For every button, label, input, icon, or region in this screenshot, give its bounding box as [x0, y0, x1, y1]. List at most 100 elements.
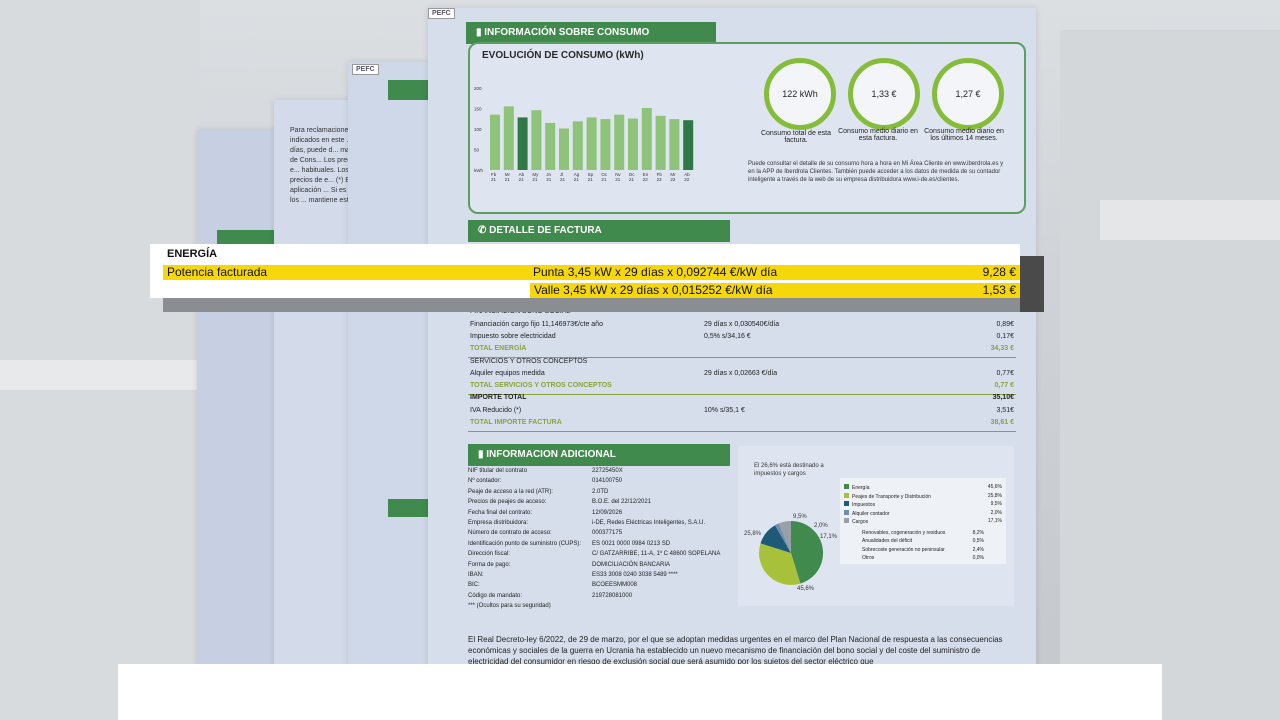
- footer-paragraph: El Real Decreto-ley 6/2022, de 29 de mar…: [468, 635, 1003, 666]
- consumption-chart: 20015010050kWhFb21Mr21Ab21My21Jn21Jl21Ag…: [474, 86, 694, 182]
- info-value: 219728081000: [592, 592, 633, 599]
- detail-row-amount: 3,51€: [996, 406, 1014, 414]
- detail-row: Alquiler equipos medida 29 días x 0,02663…: [468, 370, 1016, 382]
- legend-pct: 45,6%: [987, 484, 1002, 490]
- legend-row: Peajes de Transporte y Distribución 25,8%: [844, 492, 1002, 500]
- x-tick-label: My: [532, 172, 539, 177]
- detail-row-amount: 34,33 €: [990, 345, 1014, 353]
- x-tick-label: 21: [588, 177, 594, 182]
- info-key: Fecha final del contrato:: [468, 509, 533, 516]
- circle-14m-caption: Consumo medio diario en los últimos 14 m…: [924, 128, 1004, 142]
- circle-daily-value: 1,33 €: [871, 89, 897, 99]
- x-tick-label: 21: [560, 177, 566, 182]
- sheet3-info-header: [388, 499, 438, 517]
- legend-sub-name: Anualidades del déficit: [862, 538, 913, 545]
- pie-slice-cargos: [778, 521, 791, 553]
- x-tick-label: Ab: [519, 172, 525, 177]
- info-key: Empresa distribuidora:: [468, 520, 529, 526]
- bar: [503, 106, 514, 170]
- overlay-row1-amount: 9,28 €: [982, 265, 1016, 279]
- info-key: Nº contador:: [468, 478, 502, 485]
- x-tick-label: Sp: [588, 172, 594, 177]
- circle-total-value: 122 kWh: [782, 89, 818, 99]
- legend-sub-row: Sobrecoste generación no peninsular 2,4%: [862, 547, 984, 553]
- detail-row-detail: 29 días x 0,030540€/día: [704, 320, 780, 328]
- detail-row-detail: 10% s/35,1 €: [704, 406, 745, 414]
- consumo-header: ▮ INFORMACIÓN SOBRE CONSUMO: [466, 22, 716, 44]
- info-value: 12/09/2026: [592, 509, 623, 516]
- overlay-section-title: ENERGÍA: [167, 248, 218, 260]
- bg-desk: [0, 360, 200, 390]
- pie-label-energia: 45,6%: [797, 586, 815, 592]
- bar: [545, 122, 556, 170]
- sheet3-header: [388, 80, 438, 100]
- info-row: Fecha final del contrato: 12/09/2026: [468, 509, 622, 516]
- info-row: Código de mandato: 219728081000: [468, 593, 632, 599]
- x-tick-label: Mr: [670, 172, 676, 177]
- detail-row-label: IMPORTE TOTAL: [470, 394, 527, 402]
- info-key: *** (Ocultos para su seguridad): [468, 603, 551, 610]
- detail-row-detail: 29 días x 0,02663 €/día: [704, 369, 778, 377]
- detail-row-amount: 0,77 €: [994, 382, 1014, 390]
- legend-sub-row: Otros 0,0%: [862, 555, 984, 561]
- legend-row: Impuestos 9,5%: [844, 501, 1002, 508]
- info-value: DOMICILIACIÓN BANCARIA: [592, 561, 671, 568]
- pefc-logo: PEFC: [428, 8, 455, 19]
- legend-swatch: [844, 484, 849, 489]
- info-key: NIF titular del contrato: [468, 468, 528, 474]
- bar: [572, 121, 583, 170]
- bar: [600, 119, 611, 170]
- x-tick-label: 21: [519, 177, 525, 182]
- pie-chart: [759, 521, 824, 586]
- bottom-white-band: [118, 664, 1162, 720]
- overlay-row2-amount: 1,53 €: [982, 283, 1016, 297]
- chart-title: EVOLUCIÓN DE CONSUMO (kWh): [482, 50, 644, 61]
- adicional-header: ▮ INFORMACION ADICIONAL: [468, 444, 730, 466]
- detail-row-amount: 35,10€: [992, 394, 1014, 402]
- consumo-panel: [468, 42, 1026, 214]
- bar: [559, 128, 569, 170]
- info-key: Identificación punto de suministro (CUPS…: [468, 540, 582, 547]
- legend-pct: 2,0%: [990, 509, 1002, 516]
- detail-row-amount: 0,89€: [996, 320, 1014, 328]
- detalle-header: ✆ DETALLE DE FACTURA: [468, 220, 730, 242]
- circle-daily-avg: 1,33 €: [848, 58, 920, 130]
- consumo-note: Puede consultar el detalle de su consumo…: [748, 161, 1004, 183]
- detail-row-label: TOTAL IMPORTE FACTURA: [470, 419, 562, 426]
- x-tick-label: Dc: [629, 172, 635, 177]
- circle-14m-avg: 1,27 €: [932, 58, 1004, 130]
- legend-row: Energía 45,6%: [844, 484, 1002, 491]
- x-tick-label: 21: [574, 177, 580, 182]
- x-tick-label: 21: [505, 177, 511, 182]
- pie-label-peajes: 25,8%: [744, 531, 762, 537]
- bar: [490, 114, 500, 170]
- legend-swatch: [844, 492, 849, 498]
- bar: [641, 108, 652, 170]
- x-tick-label: 21: [601, 177, 607, 182]
- pie-title: El 26,6% está destinado a impuestos y ca…: [754, 463, 824, 477]
- pie-slice-alquiler: [775, 523, 791, 553]
- legend-row: Alquiler contador 2,0%: [844, 509, 1002, 517]
- detalle-header-label: DETALLE DE FACTURA: [489, 225, 602, 236]
- legend-sub-pct: 2,4%: [972, 546, 984, 553]
- detail-row: IVA Reducido (*) 10% s/35,1 € 3,51€: [468, 407, 1016, 419]
- info-row: *** (Ocultos para su seguridad): [468, 603, 551, 609]
- legend-sub-row: Anualidades del déficit 0,5%: [862, 538, 984, 544]
- detail-row: Financiación cargo fijo 11,146973€/cte a…: [468, 321, 1016, 333]
- pie-label-impuestos: 9,5%: [793, 514, 807, 520]
- info-row: Número de contrato de acceso: 000377175: [468, 530, 622, 536]
- info-row: IBAN: ES33 3008 0240 3038 5489 ****: [468, 572, 678, 578]
- x-tick-label: Oc: [601, 172, 608, 177]
- info-key: Forma de pago:: [468, 561, 511, 568]
- legend-sub-pct: 8,2%: [972, 530, 984, 536]
- detail-row-label: TOTAL SERVICIOS Y OTROS CONCEPTOS: [470, 382, 612, 390]
- info-icon: ▮: [478, 449, 487, 460]
- circle-total-caption: Consumo total de esta factura.: [760, 130, 832, 144]
- legend-sub-name: Renovables, cogeneración y residuos: [862, 530, 946, 536]
- legend-row: Cargos 17,1%: [844, 518, 1002, 525]
- x-tick-label: 21: [615, 177, 621, 182]
- info-row: Precios de peajes de acceso: B.O.E. del 2…: [468, 499, 651, 505]
- detail-row-label: SERVICIOS Y OTROS CONCEPTOS: [470, 357, 588, 365]
- x-tick-label: Fb: [491, 172, 497, 177]
- info-row: Nº contador: 014100750: [468, 478, 622, 485]
